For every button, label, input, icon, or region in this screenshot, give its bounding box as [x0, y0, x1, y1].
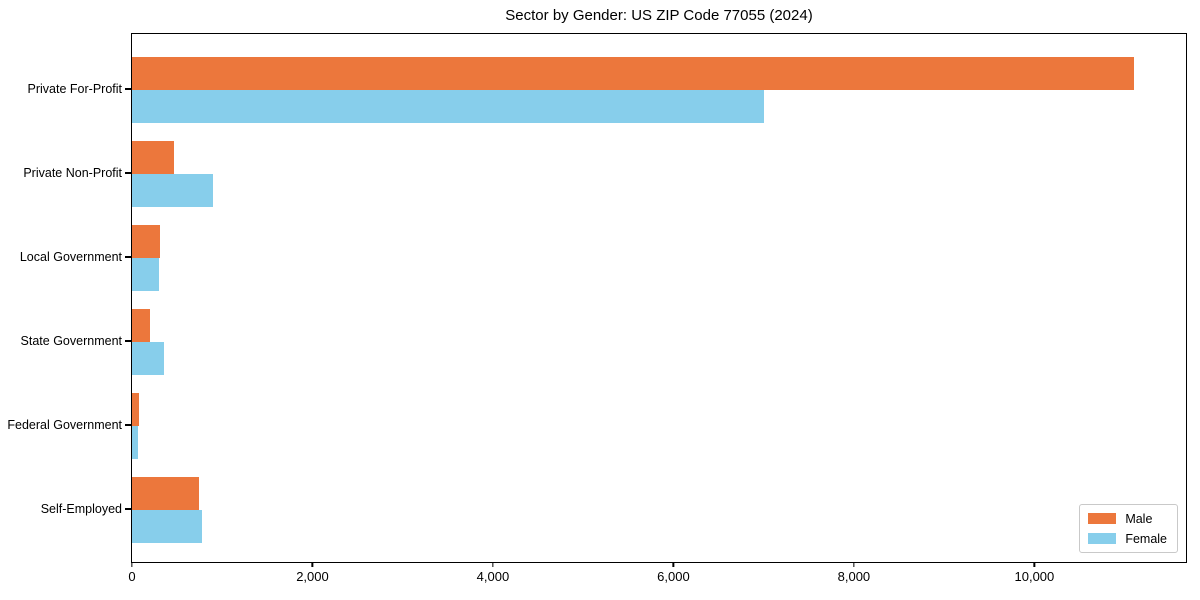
- x-tick-label-10000: 10,000: [1014, 569, 1055, 584]
- bar-female-state-government: [132, 342, 165, 375]
- bar-male-private-non-profit: [132, 141, 174, 174]
- y-tick-label-local-government: Local Government: [19, 250, 122, 264]
- x-tick-label-6000: 6,000: [657, 569, 690, 584]
- x-tick-label-2000: 2,000: [296, 569, 329, 584]
- bar-male-self-employed: [132, 477, 199, 510]
- x-tick-label-4000: 4,000: [476, 569, 510, 584]
- bar-female-private-for-profit: [132, 90, 764, 123]
- y-tick-label-federal-government: Federal Government: [7, 418, 122, 432]
- bar-male-federal-government: [132, 393, 140, 426]
- bar-female-federal-government: [132, 426, 139, 459]
- x-tick-mark: [1033, 562, 1036, 567]
- x-tick-label-0: 0: [128, 569, 136, 584]
- x-tick-mark: [311, 562, 314, 567]
- x-tick-mark: [492, 562, 494, 567]
- y-tick-mark: [125, 424, 131, 426]
- x-tick-mark: [853, 562, 855, 567]
- legend-label-female: Female: [1125, 531, 1167, 546]
- y-tick-mark: [125, 256, 131, 258]
- x-tick-label-8000: 8,000: [837, 569, 871, 584]
- bar-female-private-non-profit: [132, 174, 214, 207]
- x-tick-mark: [672, 562, 675, 567]
- chart-title: Sector by Gender: US ZIP Code 77055 (202…: [505, 7, 813, 24]
- legend-entry-male: Male: [1088, 511, 1167, 526]
- y-tick-label-private-for-profit: Private For-Profit: [27, 82, 122, 96]
- legend-label-male: Male: [1125, 511, 1153, 526]
- y-tick-mark: [125, 88, 131, 90]
- bar-male-state-government: [132, 309, 151, 342]
- y-tick-mark: [125, 172, 131, 174]
- y-tick-mark: [125, 508, 131, 510]
- plot-area: 0 2,000 4,000 6,000 8,000 10,000 Male Female: [128, 33, 1187, 584]
- bar-female-self-employed: [132, 510, 202, 543]
- bar-male-local-government: [132, 225, 160, 258]
- legend-swatch-male: [1088, 513, 1117, 524]
- legend-swatch-female: [1088, 533, 1117, 544]
- y-tick-label-self-employed: Self-Employed: [40, 502, 122, 516]
- legend-entry-female: Female: [1088, 531, 1167, 546]
- bar-female-local-government: [132, 258, 160, 291]
- x-tick-mark: [131, 562, 133, 567]
- bar-male-private-for-profit: [132, 57, 1134, 90]
- y-tick-label-state-government: State Government: [20, 334, 122, 348]
- y-tick-label-private-non-profit: Private Non-Profit: [23, 166, 122, 180]
- legend: Male Female: [1079, 504, 1178, 553]
- y-tick-mark: [125, 340, 131, 342]
